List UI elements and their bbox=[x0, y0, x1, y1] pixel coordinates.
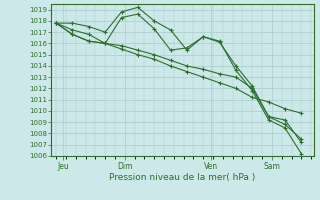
X-axis label: Pression niveau de la mer( hPa ): Pression niveau de la mer( hPa ) bbox=[109, 173, 256, 182]
